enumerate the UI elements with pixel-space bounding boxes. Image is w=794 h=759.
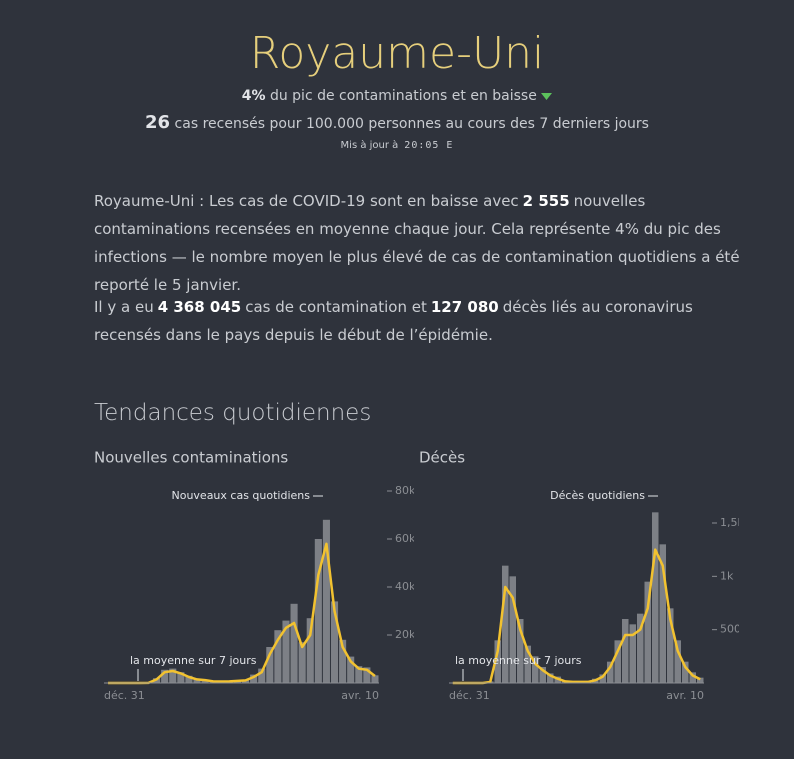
bar <box>290 603 298 683</box>
text: Royaume-Uni : Les cas de COVID-19 sont e… <box>94 192 519 210</box>
updated: Mis à jour à 20:05 E <box>0 140 794 151</box>
text: décès liés au coronavirus recensés dans … <box>94 298 693 344</box>
line-label: la moyenne sur 7 jours <box>455 654 582 667</box>
bar <box>177 672 185 683</box>
bar <box>330 601 339 683</box>
bar <box>547 673 554 683</box>
text: Il y a eu <box>94 298 154 316</box>
bar <box>298 642 306 683</box>
bar <box>532 656 539 683</box>
x-tick-label: déc. 31 <box>449 689 490 702</box>
bar <box>697 677 704 683</box>
bar <box>169 668 177 683</box>
bar <box>607 661 614 683</box>
section-title: Tendances quotidiennes <box>94 400 372 426</box>
bar <box>274 630 282 683</box>
paragraph: Royaume-Uni : Les cas de COVID-19 sont e… <box>94 187 754 299</box>
bar <box>517 619 524 683</box>
bar <box>193 678 201 683</box>
bar <box>667 608 674 683</box>
bar <box>659 544 666 683</box>
bar <box>266 647 274 683</box>
number: 2 555 <box>522 192 570 210</box>
bar-label: Décès quotidiens <box>550 489 645 502</box>
bar <box>637 613 644 683</box>
bar <box>494 640 501 683</box>
y-tick-label: 1,5k <box>720 516 739 529</box>
peak-pct: 4% <box>241 88 266 104</box>
bar <box>539 667 546 683</box>
number: 127 080 <box>430 298 499 316</box>
bar <box>652 512 659 683</box>
updated-time: 20:05 E <box>404 140 454 151</box>
y-tick-label: 60k <box>395 532 414 545</box>
bar <box>355 666 363 683</box>
text: cas de contamination et <box>245 298 427 316</box>
bar <box>363 667 371 683</box>
y-tick-label: 80k <box>395 484 414 497</box>
bar <box>599 674 606 683</box>
updated-label: Mis à jour à <box>340 140 399 151</box>
x-tick-label: avr. 10 <box>666 689 704 702</box>
bar <box>689 672 696 683</box>
bar <box>622 619 629 683</box>
bar <box>201 679 209 683</box>
bar-label: Nouveaux cas quotidiens <box>171 489 310 502</box>
bar <box>185 675 193 683</box>
rate: 26 <box>145 112 171 133</box>
bar <box>306 618 314 683</box>
text: nouvelles contaminations recensées en mo… <box>94 192 740 294</box>
bar <box>314 539 322 683</box>
number: 4 368 045 <box>157 298 242 316</box>
chart: Nouvelles contaminations 20k 40k 60k 80k déc.… <box>94 449 414 703</box>
peak-text: du pic de contaminations et en baisse <box>269 88 537 104</box>
bar <box>371 675 379 683</box>
bar <box>674 640 681 683</box>
bar <box>322 519 330 683</box>
country-title: Royaume-Uni <box>249 28 545 79</box>
y-tick-label: 500 <box>720 623 739 636</box>
bar <box>250 674 258 683</box>
bar <box>644 581 651 683</box>
bar <box>682 661 689 683</box>
bar <box>524 645 531 683</box>
average-line <box>452 548 701 685</box>
chart-title: Décès <box>419 449 465 467</box>
bar <box>347 656 355 683</box>
chart-title: Nouvelles contaminations <box>94 449 288 467</box>
bar <box>509 576 516 683</box>
chart: Décès 500 1k 1,5k déc. 31 avr. 10 Décès quotid… <box>419 449 739 703</box>
x-tick-label: déc. 31 <box>104 689 145 702</box>
bar <box>614 640 621 683</box>
y-tick-label: 1k <box>720 569 734 582</box>
y-tick-label: 20k <box>395 628 414 641</box>
bar <box>258 668 266 683</box>
bar <box>629 624 636 683</box>
y-tick-label: 40k <box>395 580 414 593</box>
paragraph: Il y a eu 4 368 045 cas de contamination e… <box>94 293 754 349</box>
average-line <box>108 542 376 685</box>
x-tick-label: avr. 10 <box>341 689 379 702</box>
down-arrow <box>541 93 553 100</box>
peak-line: 4% du pic de contaminations et en baisse <box>0 88 794 104</box>
rate-line: 26 cas recensés pour 100.000 personnes a… <box>0 112 794 133</box>
line-label: la moyenne sur 7 jours <box>130 654 257 667</box>
rate-text: cas recensés pour 100.000 personnes au c… <box>174 116 649 132</box>
bar <box>502 565 509 683</box>
bar <box>161 669 169 683</box>
bar <box>282 620 290 683</box>
bar <box>339 639 347 683</box>
